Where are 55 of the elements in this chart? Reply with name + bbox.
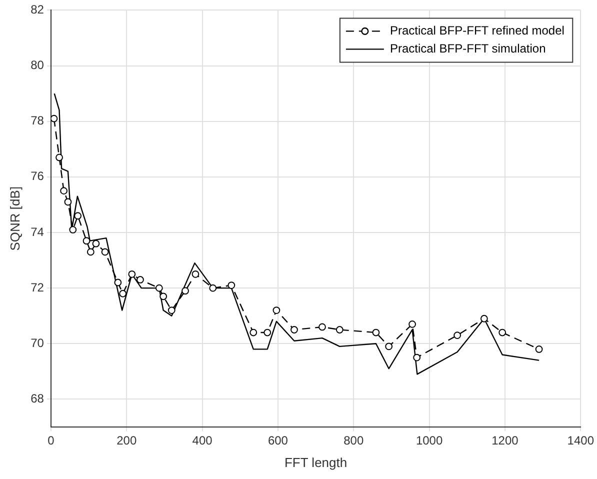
- point: [336, 326, 344, 334]
- x-axis-title: FFT length: [284, 454, 348, 470]
- point: [60, 187, 68, 195]
- point: [86, 248, 94, 256]
- point: [264, 328, 272, 336]
- y-tick-label: 74: [30, 224, 44, 239]
- point: [498, 328, 506, 336]
- point: [69, 226, 77, 234]
- point: [250, 328, 258, 336]
- x-tick-label: 600: [268, 434, 288, 448]
- point: [101, 248, 109, 256]
- point: [209, 284, 217, 292]
- x-tick-label: 1000: [416, 434, 443, 448]
- point: [92, 240, 100, 248]
- point: [272, 306, 280, 314]
- y-tick-label: 82: [30, 2, 44, 17]
- point: [64, 198, 72, 206]
- point: [413, 354, 421, 362]
- point: [114, 278, 122, 286]
- point: [168, 306, 176, 314]
- point: [182, 287, 189, 295]
- x-tick-label: 0: [48, 434, 55, 448]
- y-tick-label: 78: [30, 114, 44, 128]
- point: [385, 342, 393, 350]
- point: [160, 292, 168, 300]
- x-tick-label: 1400: [567, 434, 594, 448]
- y-tick-label: 70: [30, 336, 44, 350]
- point: [82, 237, 90, 245]
- point: [56, 154, 63, 162]
- point: [50, 114, 58, 122]
- point: [192, 270, 200, 278]
- x-tick-label: 1200: [492, 434, 519, 448]
- y-tick-label: 68: [30, 392, 44, 406]
- point: [408, 320, 416, 328]
- point: [136, 276, 144, 284]
- y-tick-label: 80: [30, 58, 44, 72]
- point: [290, 326, 298, 334]
- point: [119, 290, 127, 298]
- y-tick-label: 76: [30, 169, 44, 184]
- point: [128, 270, 136, 278]
- y-axis-title: SQNR [dB]: [7, 186, 22, 251]
- x-tick-label: 400: [192, 434, 213, 448]
- point: [318, 323, 326, 331]
- point: [535, 346, 543, 353]
- point: [454, 332, 462, 340]
- legend-label: Practical BFP-FFT refined model: [390, 24, 564, 38]
- x-tick-label: 800: [344, 434, 364, 448]
- point: [155, 284, 163, 292]
- point: [372, 328, 380, 336]
- x-tick-label: 200: [116, 434, 137, 448]
- point: [228, 282, 236, 289]
- y-tick-label: 72: [30, 280, 44, 294]
- point: [480, 314, 488, 322]
- point: [74, 212, 82, 220]
- legend-label: Practical BFP-FFT simulation: [390, 42, 546, 56]
